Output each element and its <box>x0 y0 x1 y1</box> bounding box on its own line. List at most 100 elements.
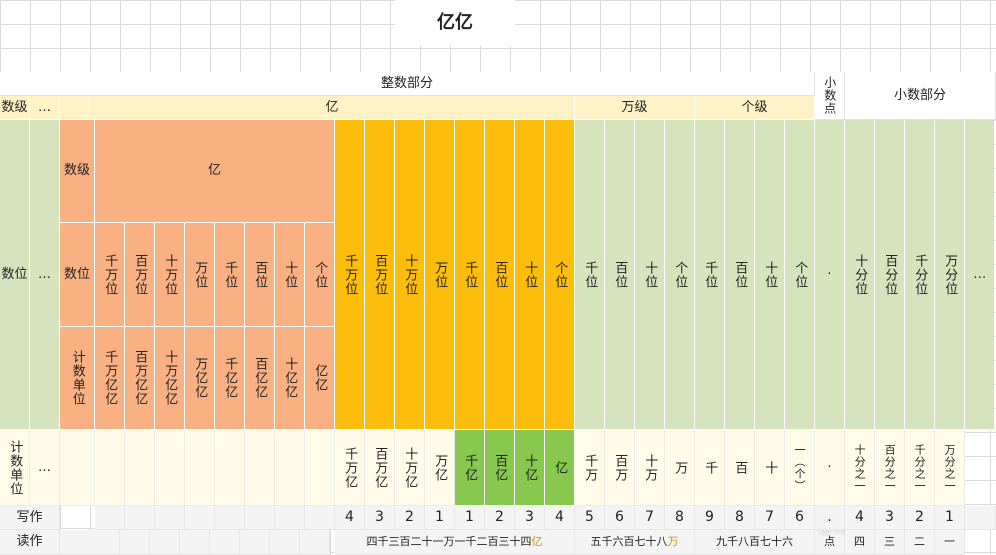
shu-ji-ellipsis: … <box>30 96 60 120</box>
unit-blank <box>155 430 185 506</box>
inner-jishu-label: 计数单位 <box>60 327 95 430</box>
jishu-blank <box>60 430 95 506</box>
unit-cell: 十万 <box>635 430 665 506</box>
page-title: 亿亿 <box>395 0 515 46</box>
inner-shu-wei-label: 数位 <box>60 223 95 327</box>
digit-blank <box>155 506 185 530</box>
inner-position-cell: 万位 <box>185 223 215 327</box>
inner-unit-cell: 十亿亿 <box>275 327 305 430</box>
unit-cell: 百万 <box>605 430 635 506</box>
digit-cell: 2 <box>485 506 515 530</box>
digit-blank <box>305 506 335 530</box>
inner-unit-cell: 千亿亿 <box>215 327 245 430</box>
shu-wei-label: 数位 <box>0 120 30 430</box>
ge-level: 个级 <box>695 96 815 120</box>
jishu-label: 计数单位 <box>0 430 30 506</box>
digit-cell: 3 <box>875 506 905 530</box>
digit-blank <box>95 506 125 530</box>
read-blank <box>300 530 330 555</box>
unit-cell: 万分之一 <box>935 430 965 506</box>
inner-yi-label: 亿 <box>95 120 335 223</box>
inner-position-cell: 千位 <box>215 223 245 327</box>
unit-cell: 百万亿 <box>365 430 395 506</box>
inner-position-cell: 千万位 <box>95 223 125 327</box>
read-ge-part: 九千八百七十六 <box>695 530 815 555</box>
unit-cell: 千分之一 <box>905 430 935 506</box>
unit-blank <box>215 430 245 506</box>
unit-blank <box>95 430 125 506</box>
unit-cell: 十亿 <box>515 430 545 506</box>
digit-cell: 3 <box>515 506 545 530</box>
shu-ji-label: 数级 <box>0 96 30 120</box>
position-cell: 百位 <box>605 120 635 430</box>
digit-cell: 8 <box>725 506 755 530</box>
digit-blank <box>965 506 996 530</box>
digit-blank <box>215 506 245 530</box>
unit-cell: 百亿 <box>485 430 515 506</box>
digit-cell: 7 <box>635 506 665 530</box>
digit-blank <box>245 506 275 530</box>
position-cell: 百位 <box>485 120 515 430</box>
unit-cell: 千亿 <box>455 430 485 506</box>
yi-level: 亿 <box>90 96 575 120</box>
inner-unit-cell: 百万亿亿 <box>125 327 155 430</box>
inner-shu-ji-label: 数级 <box>60 120 95 223</box>
digit-blank <box>275 506 305 530</box>
inner-position-cell: 百万位 <box>125 223 155 327</box>
position-cell: 千万位 <box>335 120 365 430</box>
unit-blank <box>305 430 335 506</box>
unit-cell: 千万 <box>575 430 605 506</box>
read-blank <box>90 530 120 555</box>
digit-cell: 8 <box>665 506 695 530</box>
read-blank <box>270 530 300 555</box>
position-cell: 百分位 <box>875 120 905 430</box>
unit-cell: 万 <box>665 430 695 506</box>
blank-level <box>60 96 90 120</box>
position-cell: 百位 <box>725 120 755 430</box>
read-blank <box>180 530 210 555</box>
digit-cell: 6 <box>605 506 635 530</box>
digit-cell: 7 <box>755 506 785 530</box>
position-cell: · <box>815 120 845 430</box>
position-cell: 十万位 <box>395 120 425 430</box>
unit-blank <box>185 430 215 506</box>
digit-cell: 2 <box>905 506 935 530</box>
inner-position-cell: 个位 <box>305 223 335 327</box>
digit-cell: 6 <box>785 506 815 530</box>
read-yi-part: 四千三百二十一万一千二百三十四亿 <box>335 530 575 555</box>
position-cell: 个位 <box>545 120 575 430</box>
unit-cell: 十分之一 <box>845 430 875 506</box>
unit-cell: 一（个） <box>785 430 815 506</box>
digit-cell: 1 <box>425 506 455 530</box>
write-label: 写作 <box>0 506 60 530</box>
inner-position-cell: 百位 <box>245 223 275 327</box>
unit-blank <box>245 430 275 506</box>
position-cell: 个位 <box>665 120 695 430</box>
unit-blank <box>125 430 155 506</box>
digit-cell: 3 <box>365 506 395 530</box>
inner-unit-cell: 万亿亿 <box>185 327 215 430</box>
shu-wei-ellipsis: … <box>30 120 60 430</box>
unit-cell: 十 <box>755 430 785 506</box>
unit-cell: 亿 <box>545 430 575 506</box>
read-point: 点 <box>815 530 845 555</box>
digit-cell: 4 <box>845 506 875 530</box>
digit-cell: 2 <box>395 506 425 530</box>
position-cell: 十位 <box>515 120 545 430</box>
position-cell: 千位 <box>575 120 605 430</box>
digit-cell: 1 <box>935 506 965 530</box>
digit-cell: 4 <box>335 506 365 530</box>
unit-cell: 千 <box>695 430 725 506</box>
inner-unit-cell: 千万亿亿 <box>95 327 125 430</box>
unit-cell: 千万亿 <box>335 430 365 506</box>
read-blank <box>210 530 240 555</box>
read-decimal: 四 <box>845 530 875 555</box>
position-cell: 千分位 <box>905 120 935 430</box>
digit-cell: 4 <box>545 506 575 530</box>
position-cell: 个位 <box>785 120 815 430</box>
digit-cell: 5 <box>575 506 605 530</box>
position-cell: 万位 <box>425 120 455 430</box>
digit-blank <box>185 506 215 530</box>
position-cell: 千位 <box>455 120 485 430</box>
